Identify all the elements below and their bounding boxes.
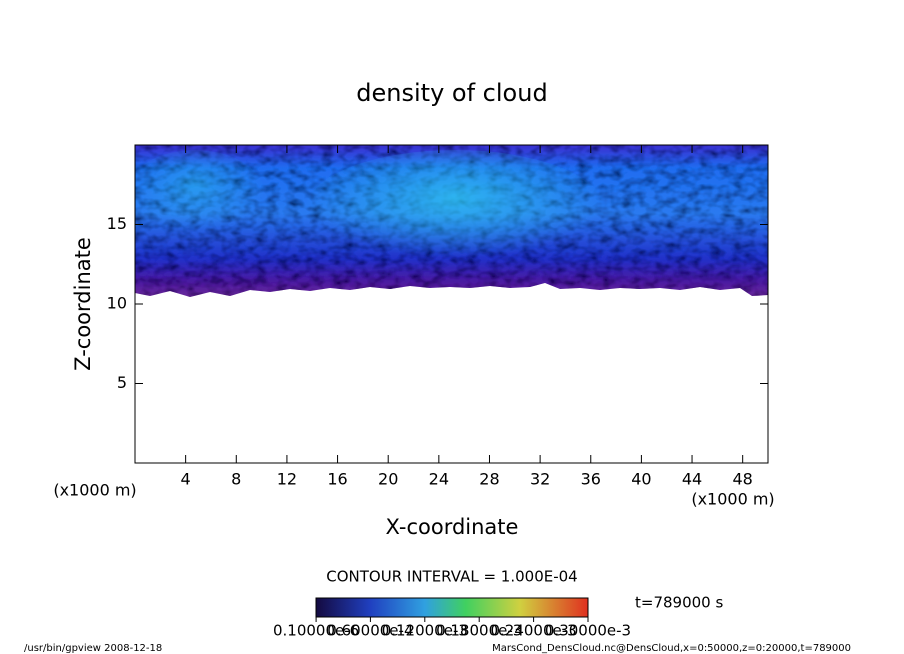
footer-left: /usr/bin/gpview 2008-12-18	[24, 643, 162, 654]
x-tick-label: 20	[378, 470, 398, 489]
x-tick-label: 4	[181, 470, 191, 489]
x-tick-label: 16	[327, 470, 347, 489]
footer-right: MarsCond_DensCloud.nc@DensCloud,x=0:5000…	[492, 643, 851, 654]
contour-interval: CONTOUR INTERVAL = 1.000E-04	[326, 568, 577, 586]
x-tick-label: 48	[733, 470, 753, 489]
x-tick-label: 8	[231, 470, 241, 489]
colorbar-tick-label: 0.24000e-3	[490, 622, 576, 640]
x-tick-label: 44	[682, 470, 702, 489]
y-tick-label: 10	[107, 294, 127, 313]
chart-title: density of cloud	[356, 79, 547, 107]
colorbar	[315, 597, 589, 618]
x-tick-label: 24	[429, 470, 449, 489]
x-tick-label: 40	[631, 470, 651, 489]
colorbar-tick-label: 0.12000e-3	[382, 622, 468, 640]
colorbar-tick-label: 0.60000e-4	[327, 622, 413, 640]
x-tick-label: 36	[581, 470, 601, 489]
colorbar-tick-label: 0.18000e-3	[436, 622, 522, 640]
colorbar-ticks: 0.10000e-60.60000e-40.12000e-30.18000e-3…	[273, 617, 631, 640]
y-tick-label: 5	[117, 373, 127, 392]
colorbar-tick-label: 0.30000e-3	[545, 622, 631, 640]
x-tick-label: 32	[530, 470, 550, 489]
colorbar-tick-label: 0.10000e-6	[273, 622, 359, 640]
x-tick-label: 28	[479, 470, 499, 489]
cloud-field	[135, 145, 768, 297]
time-label: t=789000 s	[635, 594, 723, 612]
y-tick-label: 15	[107, 214, 127, 233]
y-unit: (x1000 m)	[53, 481, 136, 500]
x-axis-label: X-coordinate	[386, 515, 519, 539]
x-unit: (x1000 m)	[691, 490, 774, 509]
x-tick-label: 12	[277, 470, 297, 489]
y-axis-label: Z-coordinate	[71, 237, 95, 371]
